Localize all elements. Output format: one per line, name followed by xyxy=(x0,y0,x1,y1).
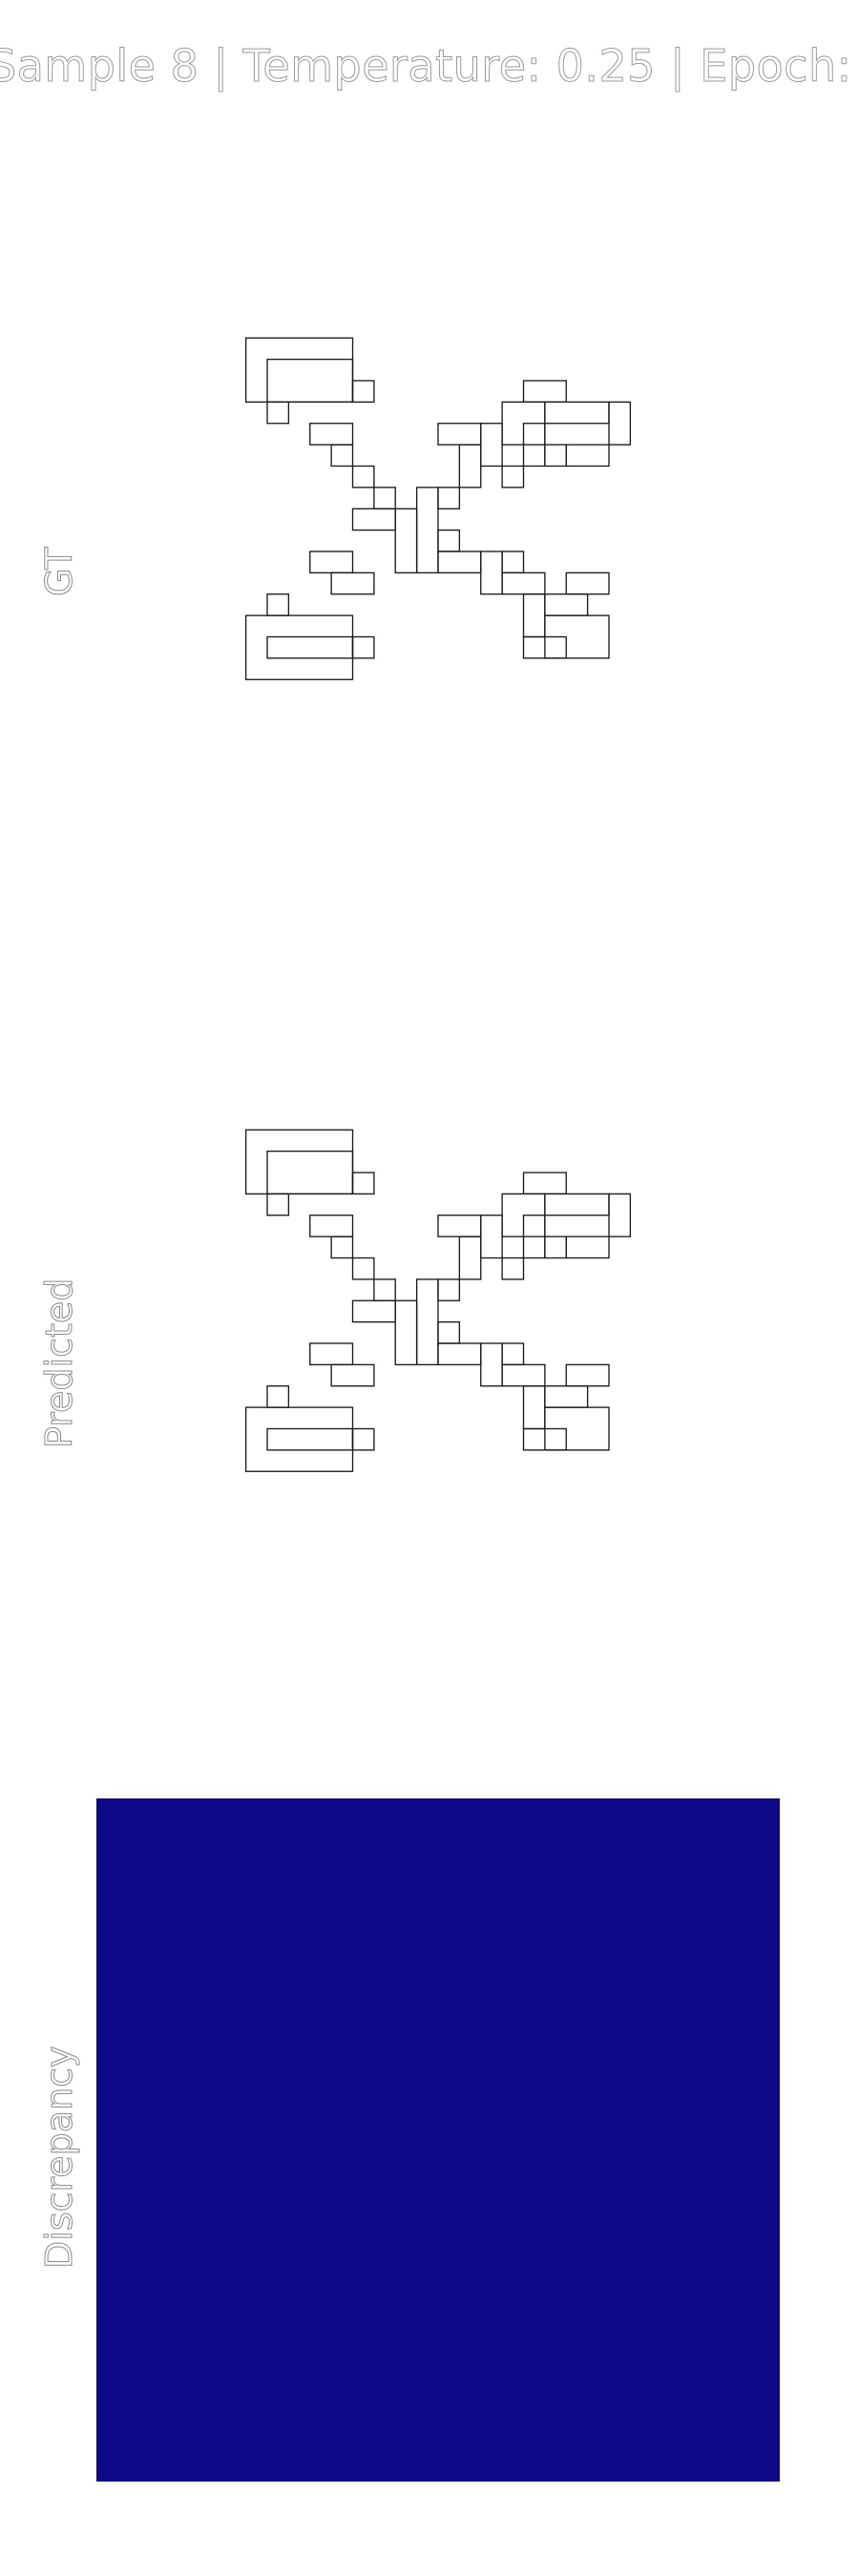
predicted-rect xyxy=(544,1385,589,1408)
gt-rect xyxy=(351,465,375,488)
gt-rect xyxy=(266,358,354,404)
predicted-rect xyxy=(437,1215,482,1237)
gt-rect xyxy=(544,401,610,425)
gt-rect xyxy=(522,635,567,659)
gt-rect xyxy=(565,571,610,595)
predicted-rect xyxy=(309,1215,354,1237)
discrepancy-fill xyxy=(96,1798,780,2482)
predicted-rect xyxy=(501,1257,525,1280)
predicted-rect xyxy=(266,1193,290,1216)
page-title: Sample 8 | Temperature: 0.25 | Epoch: 16… xyxy=(0,40,859,93)
predicted-rect xyxy=(565,1236,610,1259)
gt-rect xyxy=(437,423,482,446)
gt-rect xyxy=(437,529,461,552)
predicted-rect xyxy=(266,1150,354,1195)
predicted-diagram xyxy=(244,1129,632,1472)
predicted-rect xyxy=(330,1236,354,1259)
predicted-rect xyxy=(437,1342,482,1366)
gt-rect xyxy=(480,551,503,595)
predicted-rect xyxy=(394,1299,418,1366)
gt-rect xyxy=(244,337,354,404)
row-label-discrepancy: Discrepancy xyxy=(38,2046,81,2270)
predicted-rect xyxy=(458,1236,482,1280)
gt-rect xyxy=(501,465,525,488)
predicted-rect xyxy=(522,1427,567,1451)
predicted-rect xyxy=(351,1172,375,1195)
gt-rect xyxy=(330,571,375,595)
gt-rect xyxy=(266,401,290,425)
predicted-rect xyxy=(351,1257,375,1280)
predicted-rect xyxy=(501,1363,546,1387)
predicted-rect xyxy=(309,1342,354,1366)
predicted-rect xyxy=(244,1406,354,1472)
gt-rect xyxy=(544,593,589,616)
gt-rect xyxy=(437,551,482,574)
gt-rect xyxy=(458,444,482,488)
gt-rect xyxy=(522,380,567,404)
predicted-rect xyxy=(522,1385,546,1430)
row-label-gt: GT xyxy=(38,547,81,596)
gt-rect xyxy=(522,593,546,638)
gt-rect xyxy=(544,444,567,467)
gt-rect xyxy=(309,423,354,446)
gt-rect xyxy=(394,508,418,574)
gt-rect xyxy=(351,635,375,659)
predicted-rect xyxy=(415,1278,439,1366)
gt-rect xyxy=(351,508,396,531)
gt-rect xyxy=(309,551,354,574)
predicted-rect xyxy=(373,1278,396,1301)
predicted-rect xyxy=(330,1363,375,1387)
predicted-shapes xyxy=(244,1129,632,1472)
gt-diagram xyxy=(244,337,632,680)
gt-rect xyxy=(266,593,290,616)
gt-rect xyxy=(608,401,632,446)
gt-rect xyxy=(266,635,354,659)
predicted-rect xyxy=(351,1299,396,1323)
gt-rect xyxy=(330,444,354,467)
predicted-rect xyxy=(351,1427,375,1451)
gt-panel xyxy=(96,210,780,893)
gt-rect xyxy=(351,380,375,404)
discrepancy-heatmap xyxy=(96,1798,780,2482)
gt-rect xyxy=(373,487,396,509)
predicted-rect xyxy=(608,1193,632,1237)
predicted-rect xyxy=(244,1129,354,1195)
predicted-rect xyxy=(544,1236,567,1259)
gt-rect xyxy=(501,551,525,574)
predicted-rect xyxy=(501,1342,525,1366)
predicted-rect xyxy=(480,1215,503,1259)
gt-rect xyxy=(501,571,546,595)
predicted-rect xyxy=(266,1385,290,1408)
gt-rect xyxy=(480,423,503,467)
gt-rect xyxy=(565,444,610,467)
gt-rect xyxy=(437,487,461,509)
predicted-rect xyxy=(544,1193,610,1216)
gt-rect xyxy=(415,487,439,574)
predicted-panel xyxy=(96,1002,780,1685)
predicted-rect xyxy=(522,1172,567,1195)
row-label-predicted: Predicted xyxy=(38,1278,81,1448)
predicted-rect xyxy=(437,1320,461,1344)
gt-rect xyxy=(244,614,354,680)
gt-shapes xyxy=(244,337,632,680)
predicted-rect xyxy=(565,1363,610,1387)
predicted-rect xyxy=(266,1427,354,1451)
predicted-rect xyxy=(480,1342,503,1387)
discrepancy-panel xyxy=(96,1798,780,2482)
predicted-rect xyxy=(437,1278,461,1301)
